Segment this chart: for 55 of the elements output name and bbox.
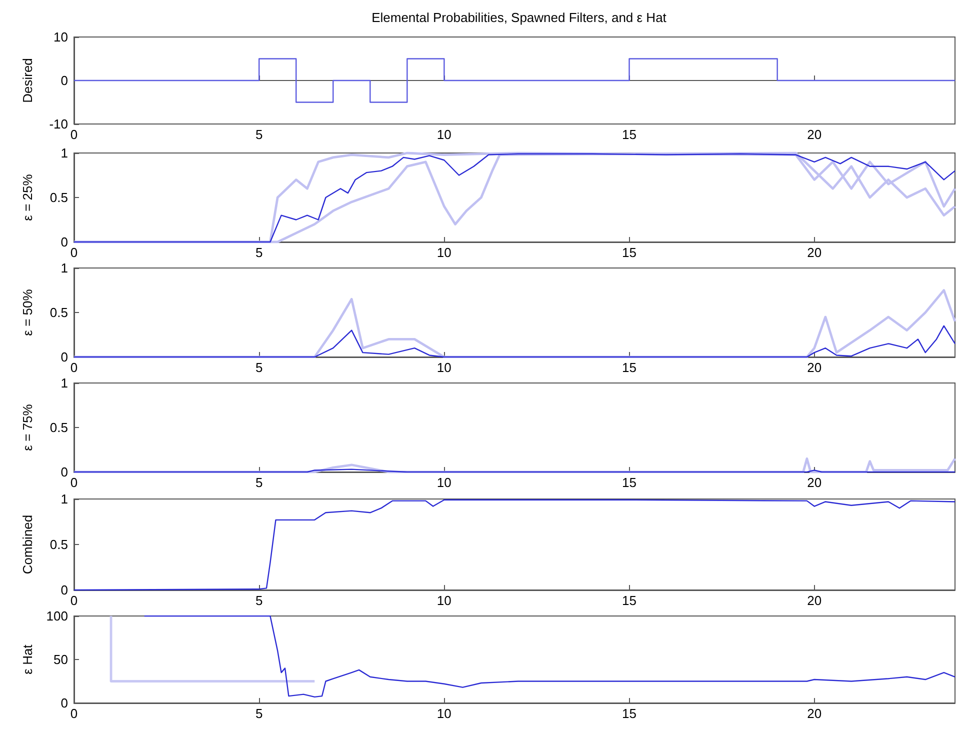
x-tick-label: 0 (70, 245, 78, 260)
y-tick-label: 0 (60, 464, 68, 480)
x-tick-label: 20 (807, 706, 822, 721)
x-tick-label: 15 (622, 245, 636, 260)
x-tick-label: 10 (436, 360, 452, 375)
y-tick-label: 0.5 (50, 190, 68, 205)
y-tick-label: 1 (60, 492, 68, 506)
y-axis-title: ε Hat (20, 644, 35, 674)
y-tick-label: 10 (54, 30, 68, 44)
x-tick-label: 0 (70, 593, 78, 608)
x-tick-label: 5 (255, 245, 263, 260)
y-axis-title: ε = 25% (20, 174, 35, 221)
y-tick-label: 0 (60, 696, 68, 710)
y-tick-label: 100 (46, 608, 68, 624)
y-axis-title: ε = 50% (20, 288, 35, 336)
x-tick-label: 15 (622, 127, 636, 142)
x-tick-label: 15 (622, 360, 636, 375)
y-tick-label: 1 (60, 146, 68, 160)
x-tick-label: 5 (255, 127, 263, 142)
x-tick-label: 10 (436, 127, 452, 142)
y-tick-label: 50 (54, 652, 68, 667)
y-tick-label: 1 (60, 376, 68, 390)
x-tick-label: 15 (622, 593, 636, 608)
x-tick-label: 20 (807, 360, 822, 375)
x-tick-label: 5 (255, 706, 263, 721)
x-tick-label: 20 (807, 593, 822, 608)
x-tick-label: 20 (807, 475, 822, 490)
y-tick-label: 0 (60, 582, 68, 598)
y-tick-label: 0 (60, 234, 68, 250)
x-tick-label: 0 (70, 360, 78, 375)
chart-title: Elemental Probabilities, Spawned Filters, and ε Hat (372, 10, 667, 25)
y-tick-label: 0.5 (50, 420, 68, 435)
x-tick-label: 5 (255, 360, 263, 375)
y-tick-label: 0.5 (50, 305, 68, 320)
x-tick-label: 0 (70, 127, 78, 142)
x-tick-label: 15 (622, 475, 636, 490)
x-tick-label: 10 (436, 475, 452, 490)
x-tick-label: 20 (807, 245, 822, 260)
y-tick-label: 0 (60, 350, 68, 364)
y-tick-label: -10 (49, 116, 68, 132)
x-tick-label: 10 (436, 706, 452, 721)
x-tick-label: 0 (70, 706, 78, 721)
x-tick-label: 5 (255, 593, 263, 608)
y-axis-title: ε = 75% (20, 404, 35, 451)
x-tick-label: 15 (622, 706, 636, 721)
y-axis-title: Desired (20, 58, 35, 103)
x-tick-label: 5 (255, 475, 263, 490)
y-tick-label: 0 (60, 73, 68, 88)
y-tick-label: 0.5 (50, 537, 68, 552)
x-tick-label: 10 (436, 593, 452, 608)
y-tick-label: 1 (60, 260, 68, 276)
x-tick-label: 20 (807, 127, 822, 142)
x-tick-label: 0 (70, 475, 78, 490)
x-tick-label: 10 (436, 245, 452, 260)
y-axis-title: Combined (20, 514, 35, 574)
